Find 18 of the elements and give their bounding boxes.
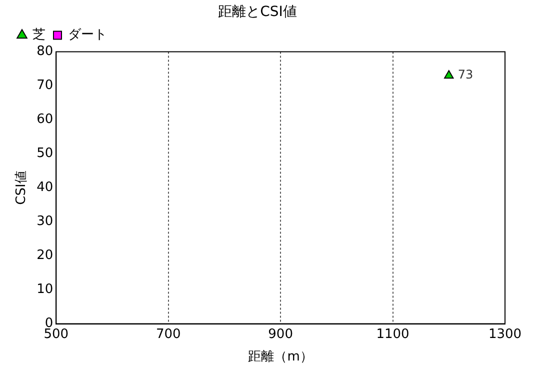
x-tick-label: 1100: [376, 326, 410, 342]
y-tick-label: 70: [36, 78, 54, 94]
data-label: 73: [458, 68, 474, 82]
y-tick-label: 80: [36, 44, 54, 60]
y-tick-label: 60: [36, 112, 54, 128]
y-tick-label: 30: [36, 214, 54, 230]
legend-label: ダート: [68, 28, 107, 43]
y-tick-label: 20: [36, 248, 54, 264]
chart-title: 距離とCSI値: [218, 4, 297, 20]
x-tick-label: 1300: [488, 326, 522, 342]
x-axis-title: 距離（m）: [248, 350, 313, 365]
y-tick-label: 10: [36, 282, 54, 298]
y-axis-title: CSI値: [14, 170, 30, 205]
x-tick-label: 700: [156, 326, 181, 342]
y-tick-label: 50: [36, 146, 54, 162]
x-tick-label: 900: [268, 326, 293, 342]
legend-label: 芝: [32, 28, 46, 43]
y-tick-label: 40: [36, 180, 54, 196]
